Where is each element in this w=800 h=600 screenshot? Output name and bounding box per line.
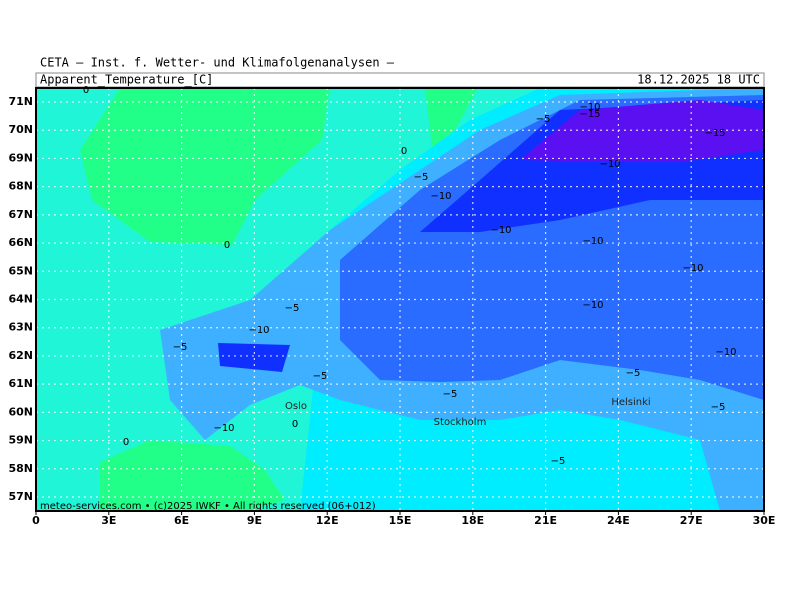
lat-label: 65N	[8, 264, 33, 277]
contour-label: −10	[490, 225, 511, 236]
contour-label: −5	[626, 368, 641, 379]
lon-label: 18E	[461, 514, 484, 527]
contour-label: −5	[551, 456, 566, 467]
contour-label: −5	[443, 389, 458, 400]
valid-time: 18.12.2025 18 UTC	[637, 73, 760, 87]
field	[36, 88, 764, 511]
contour-label: −15	[579, 109, 600, 120]
city-label: Helsinki	[611, 397, 650, 408]
contour-label: −5	[173, 342, 188, 353]
lat-label: 67N	[8, 208, 33, 221]
header: CETA — Inst. f. Wetter- und Klimafolgena…	[40, 56, 395, 70]
contour-label: −10	[582, 236, 603, 247]
contour-label: 0	[401, 146, 407, 157]
footer: meteo-services.com • (c)2025 IWKF • All …	[40, 501, 376, 512]
lon-label: 12E	[316, 514, 339, 527]
contour-label: −10	[430, 191, 451, 202]
city-label: Oslo	[285, 401, 307, 412]
contour-label: −10	[213, 423, 234, 434]
cold-area	[218, 343, 290, 372]
contour-label: −10	[582, 300, 603, 311]
lon-label: 6E	[174, 514, 189, 527]
lat-label: 69N	[8, 151, 33, 164]
contour-label: −10	[248, 325, 269, 336]
lat-label: 64N	[8, 293, 33, 306]
contour-label: −10	[682, 263, 703, 274]
contour-label: −15	[704, 128, 725, 139]
contour-label: −5	[414, 172, 429, 183]
lat-label: 68N	[8, 180, 33, 193]
contour-label: 0	[292, 419, 298, 430]
contour-label: −5	[711, 402, 726, 413]
contour-label: −5	[536, 114, 551, 125]
contour-label: −10	[599, 159, 620, 170]
lat-label: 60N	[8, 405, 33, 418]
lon-label: 21E	[534, 514, 557, 527]
contour-label: −5	[313, 371, 328, 382]
lat-label: 62N	[8, 349, 33, 362]
contour-label: 0	[224, 240, 230, 251]
contour-label: −10	[715, 347, 736, 358]
lat-label: 57N	[8, 490, 33, 503]
city-label: Stockholm	[434, 417, 487, 428]
contour-label: −5	[285, 303, 300, 314]
lat-label: 58N	[8, 462, 33, 475]
lat-label: 63N	[8, 321, 33, 334]
warm-area	[100, 440, 285, 511]
warm-area	[80, 88, 330, 245]
lat-label: 70N	[8, 123, 33, 136]
warm-area	[425, 88, 478, 147]
lon-label: 15E	[389, 514, 412, 527]
graticule	[36, 88, 764, 511]
title: Apparent_Temperature_[C]	[40, 73, 213, 87]
lat-label: 66N	[8, 236, 33, 249]
lon-label: 24E	[607, 514, 630, 527]
contour-label: 0	[123, 437, 129, 448]
lon-label: 3E	[101, 514, 116, 527]
lat-label: 61N	[8, 377, 33, 390]
contour-label: 0	[83, 85, 89, 96]
lon-label: 30E	[753, 514, 776, 527]
lon-label: 9E	[247, 514, 262, 527]
lat-label: 71N	[8, 95, 33, 108]
contour-label: −10	[579, 102, 600, 113]
lon-label: 0	[32, 514, 40, 527]
lon-label: 27E	[680, 514, 703, 527]
lat-label: 59N	[8, 434, 33, 447]
cold-area	[520, 100, 764, 162]
